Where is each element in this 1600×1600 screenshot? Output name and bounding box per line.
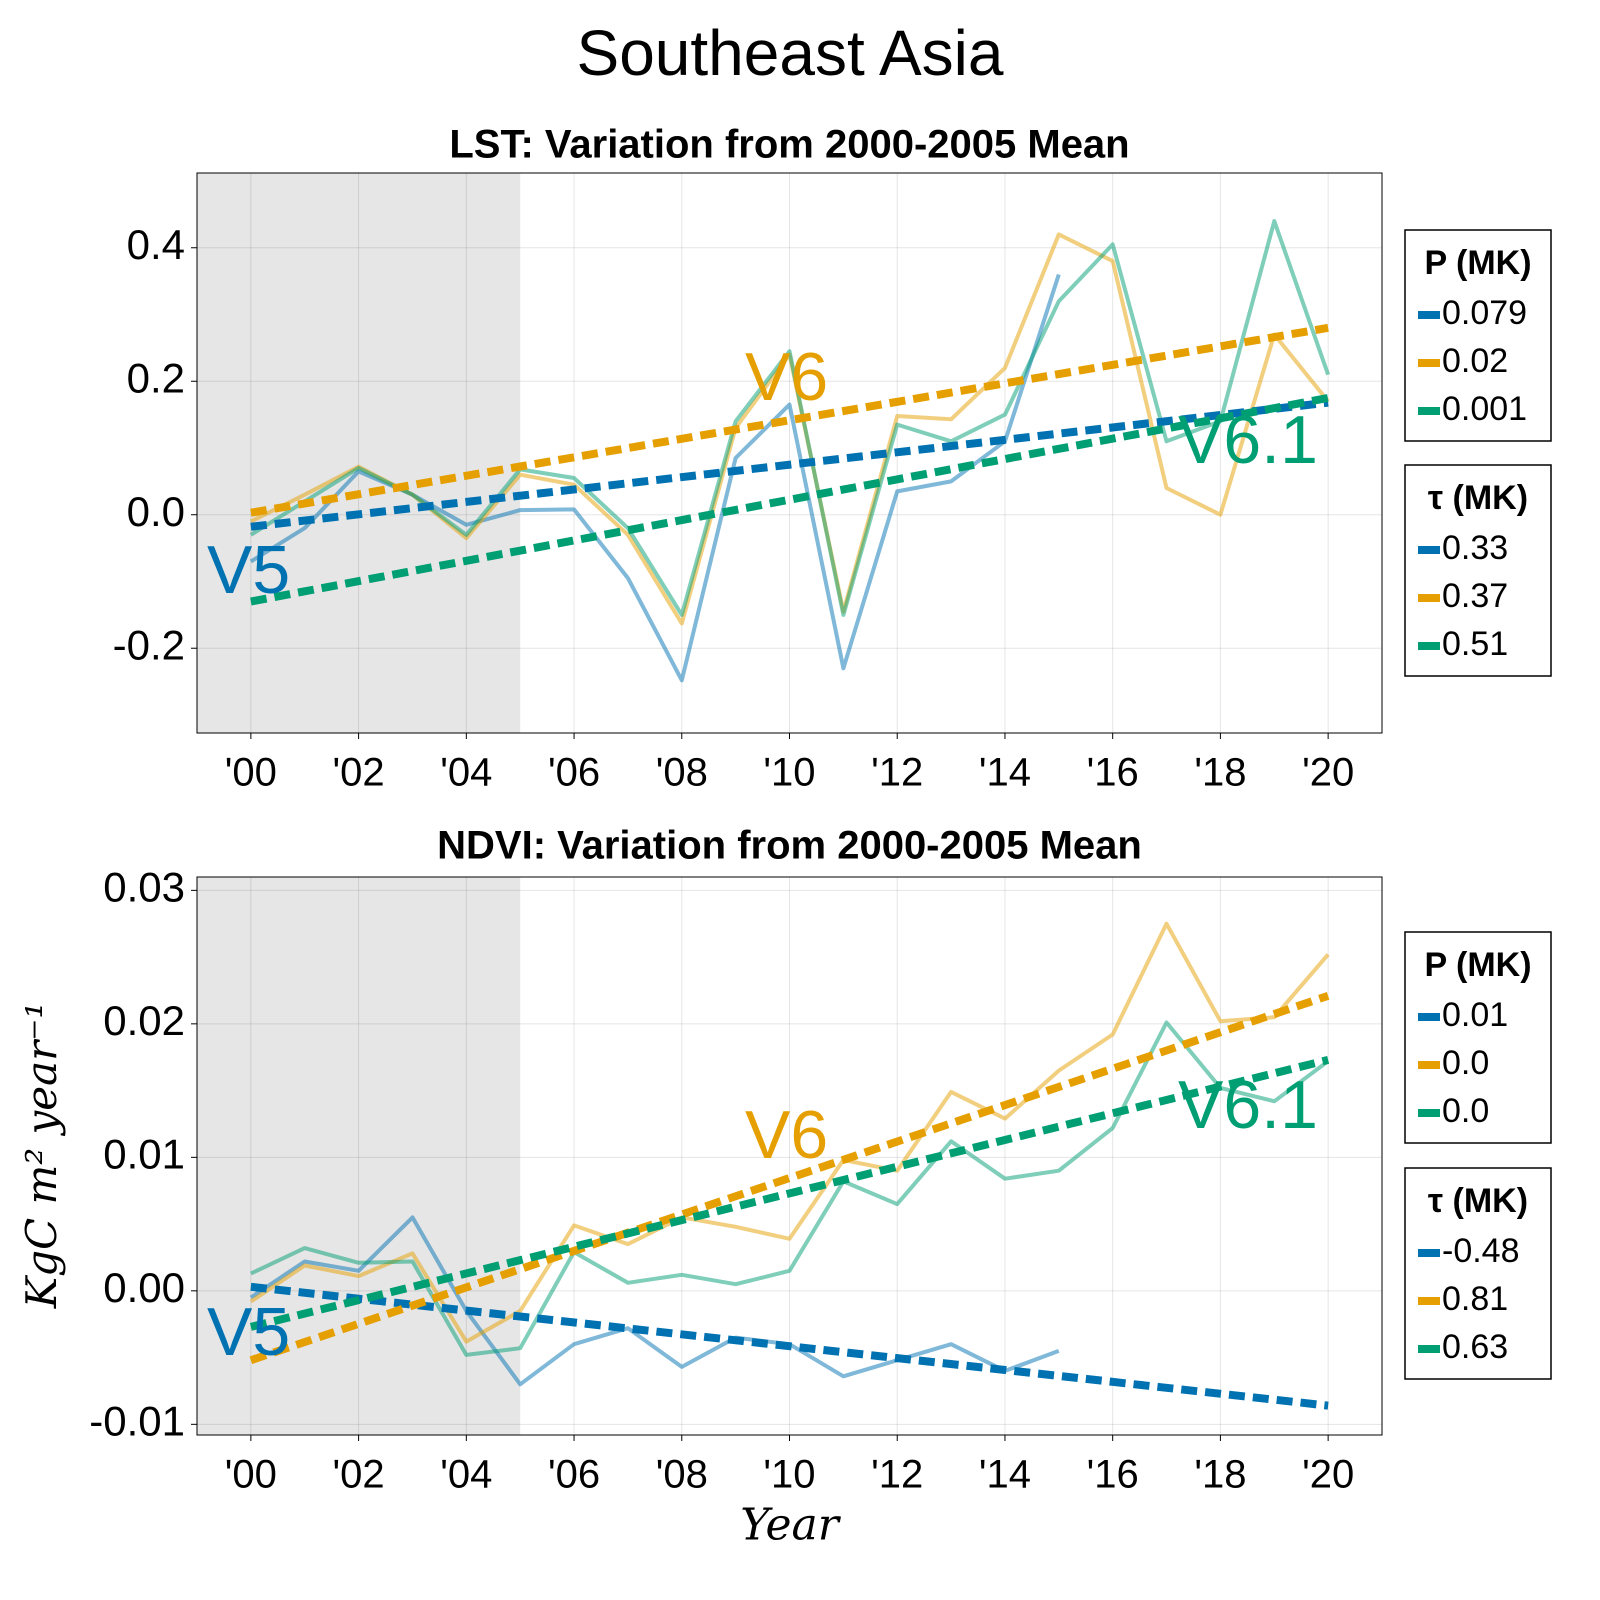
- legend-title: P (MK): [1424, 946, 1531, 984]
- legend-box: [1404, 931, 1552, 1144]
- trend-line: [250, 394, 1329, 606]
- x-tick-label: '16: [1087, 751, 1139, 795]
- series-line: [249, 1215, 1060, 1387]
- legend-label: 0.01: [1442, 996, 1508, 1034]
- trend-line: [250, 398, 1329, 531]
- legend-label: 0.02: [1442, 342, 1508, 380]
- legend-label: 0.0: [1442, 1044, 1489, 1082]
- y-tick-label: 0.4: [127, 221, 185, 268]
- trend-line: [249, 1056, 1330, 1331]
- x-tick-label: '06: [548, 1453, 600, 1497]
- legend-label: 0.33: [1442, 529, 1508, 567]
- x-tick-label: '14: [979, 1453, 1031, 1497]
- legend-title: P (MK): [1424, 244, 1531, 282]
- baseline-shade: [197, 173, 521, 733]
- plot-frame: [196, 172, 1383, 734]
- trend-line: [250, 323, 1329, 517]
- series-label: V6.1: [1178, 1067, 1318, 1143]
- x-tick-label: '06: [548, 751, 600, 795]
- x-tick-label: '08: [656, 1453, 708, 1497]
- x-tick-label: '18: [1194, 1453, 1246, 1497]
- series-label: V5: [207, 532, 290, 608]
- legend-box: [1404, 1167, 1552, 1380]
- x-tick-label: '20: [1302, 1453, 1354, 1497]
- legend-box: [1404, 229, 1552, 442]
- x-tick-label: '02: [333, 1453, 385, 1497]
- legend-label: 0.0: [1442, 1092, 1489, 1130]
- y-axis-label: KgC m² year⁻¹: [17, 1002, 66, 1309]
- x-tick-label: '00: [225, 1453, 277, 1497]
- figure-title: Southeast Asia: [577, 17, 1004, 89]
- y-tick-label: 0.00: [103, 1264, 185, 1311]
- legend-label: 0.63: [1442, 1328, 1508, 1366]
- x-tick-label: '18: [1194, 751, 1246, 795]
- plot-frame: [196, 876, 1383, 1436]
- x-tick-label: '14: [979, 751, 1031, 795]
- legend-label: 0.51: [1442, 625, 1508, 663]
- legend-label: 0.079: [1442, 294, 1527, 332]
- x-tick-label: '16: [1087, 1453, 1139, 1497]
- y-tick-label: 0.01: [103, 1130, 185, 1177]
- trend-line: [249, 992, 1330, 1365]
- series-label: V6: [745, 339, 828, 415]
- x-tick-label: '04: [440, 751, 492, 795]
- y-tick-label: 0.02: [103, 997, 185, 1044]
- y-tick-label: -0.2: [113, 621, 185, 668]
- y-tick-label: 0.2: [127, 354, 185, 401]
- legend-title: τ (MK): [1428, 479, 1528, 517]
- x-tick-label: '12: [871, 751, 923, 795]
- y-tick-label: -0.01: [89, 1397, 185, 1444]
- series-label: V5: [207, 1294, 290, 1370]
- y-tick-label: 0.0: [127, 488, 185, 535]
- x-tick-label: '02: [333, 751, 385, 795]
- legend-box: [1404, 464, 1552, 677]
- legend-title: τ (MK): [1428, 1182, 1528, 1220]
- legend-label: 0.001: [1442, 390, 1527, 428]
- y-tick-label: 0.03: [103, 863, 185, 910]
- chart-title: LST: Variation from 2000-2005 Mean: [449, 123, 1129, 167]
- legend-label: 0.37: [1442, 577, 1508, 615]
- x-tick-label: '04: [440, 1453, 492, 1497]
- chart-title: NDVI: Variation from 2000-2005 Mean: [437, 824, 1142, 868]
- x-tick-label: '08: [656, 751, 708, 795]
- trend-line: [250, 1282, 1329, 1410]
- x-tick-label: '20: [1302, 751, 1354, 795]
- x-tick-label: '10: [763, 751, 815, 795]
- x-axis-label: Year: [740, 1500, 841, 1551]
- x-tick-label: '00: [225, 751, 277, 795]
- series-line: [249, 921, 1330, 1344]
- legend-label: -0.48: [1442, 1232, 1520, 1270]
- legend-label: 0.81: [1442, 1280, 1508, 1318]
- x-tick-label: '12: [871, 1453, 923, 1497]
- series-label: V6.1: [1178, 402, 1318, 478]
- x-tick-label: '10: [763, 1453, 815, 1497]
- series-label: V6: [745, 1097, 828, 1173]
